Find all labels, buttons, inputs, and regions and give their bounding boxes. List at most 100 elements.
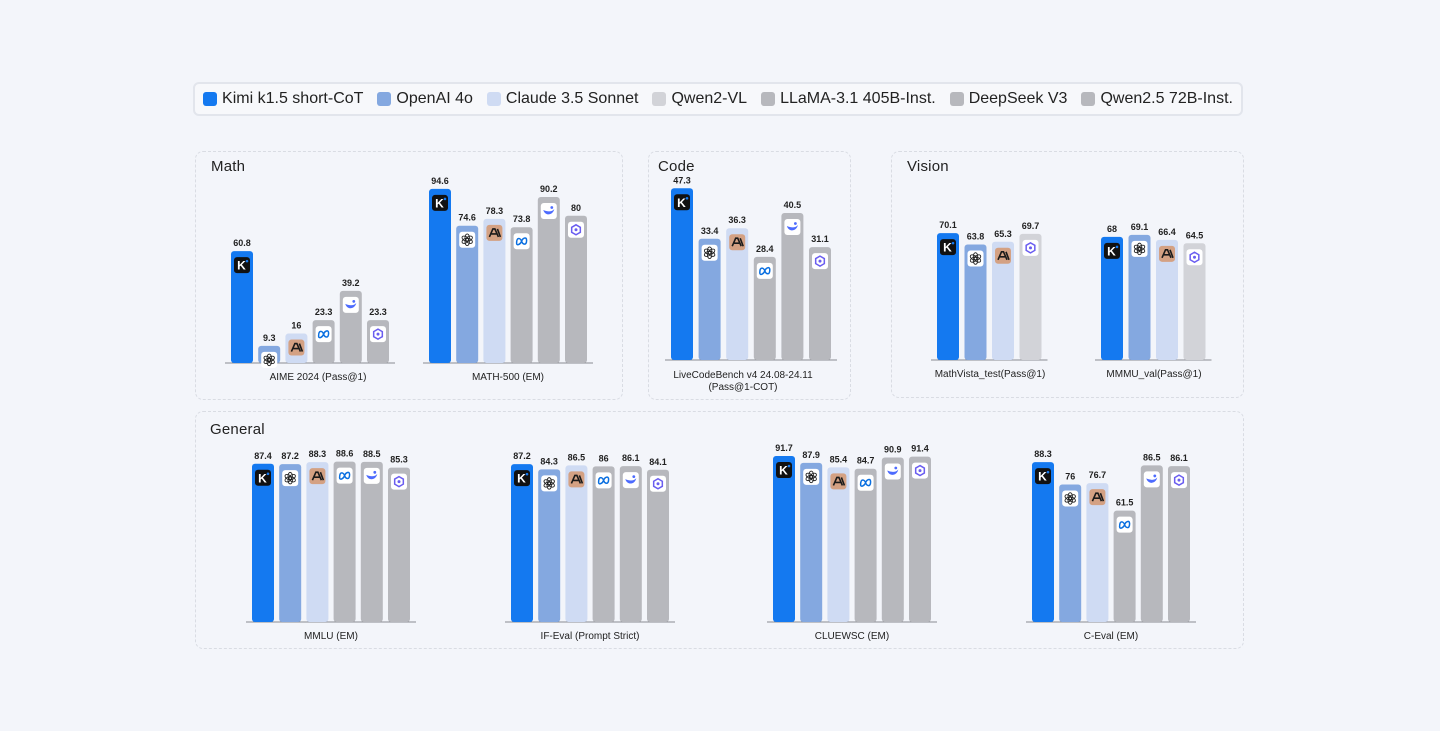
qwen-logo-icon [370, 326, 386, 343]
anthropic-logo-stroke [1099, 492, 1105, 502]
anthropic-logo-icon-tile [568, 471, 585, 488]
anthropic-logo-stroke [319, 471, 325, 481]
meta-logo-glyph [338, 471, 351, 480]
anthropic-logo-stroke [578, 475, 584, 484]
bar-value-label: 80 [571, 203, 581, 213]
bar [809, 247, 831, 360]
bar [781, 212, 804, 360]
openai-logo-icon [282, 470, 299, 487]
bar [252, 463, 274, 622]
anthropic-logo-stroke [298, 343, 304, 352]
kimi-logo-icon: K [1104, 242, 1120, 259]
legend-label-deepseek: DeepSeek V3 [968, 90, 1068, 107]
bar-value-label: 90.9 [884, 444, 902, 454]
bar [909, 456, 931, 622]
qwen-logo-hexagon [570, 223, 582, 236]
openai-logo-petal [1133, 244, 1142, 251]
deepseek-logo-icon-tile [540, 203, 557, 220]
chart-category-label-line2: (Pass@1-COT) [708, 382, 777, 393]
qwen-logo-hexagon [1189, 251, 1200, 264]
bar [827, 467, 850, 622]
bar-value-label: 86 [599, 453, 609, 463]
deepseek-logo-body [887, 469, 899, 475]
legend-label-openai: OpenAI 4o [396, 90, 473, 107]
meta-logo-icon [857, 474, 874, 491]
qwen-logo-icon [568, 221, 584, 238]
openai-logo-icon [967, 250, 984, 267]
qwen-logo-icon [912, 462, 928, 479]
math-panel-title: Math [211, 158, 246, 175]
qwen-logo-hexagon [914, 464, 926, 477]
openai-logo-icon [459, 231, 476, 248]
legend-item-llama: LLaMA-3.1 405B-Inst. [761, 90, 936, 108]
deepseek-logo-icon-tile [1143, 471, 1160, 488]
openai-logo-icon [261, 351, 278, 368]
bar [881, 457, 904, 622]
bar [1059, 484, 1082, 622]
anthropic-logo-icon [830, 473, 847, 490]
bar-value-label: 91.4 [911, 444, 929, 454]
bar [992, 241, 1014, 360]
meta-logo-icon [1116, 516, 1133, 533]
anthropic-logo-stroke [739, 237, 744, 247]
code-panel-title: Code [658, 158, 695, 175]
chart-category-label: AIME 2024 (Pass@1) [270, 372, 367, 383]
kimi-logo-glyph: K [1038, 470, 1047, 484]
anthropic-logo-glyph [488, 228, 500, 238]
legend-item-qwen25: Qwen2.5 72B-Inst. [1081, 90, 1233, 108]
qwen-logo-hexagon [393, 475, 405, 488]
chart-category-label: IF-Eval (Prompt Strict) [541, 631, 640, 642]
bar [698, 238, 721, 360]
meta-logo-glyph [859, 478, 872, 487]
bar-value-label: 88.3 [309, 449, 327, 459]
bar-value-label: 76.7 [1089, 470, 1107, 480]
kimi-logo-dot [787, 464, 791, 468]
kimi-logo-glyph: K [779, 464, 788, 478]
chart-category-label: MATH-500 (EM) [472, 372, 544, 383]
bar [456, 225, 479, 363]
anthropic-logo-glyph [290, 342, 302, 352]
kimi-logo-dot [951, 241, 955, 245]
bar [964, 244, 987, 360]
bar-value-label: 36.3 [728, 215, 746, 225]
bar [306, 462, 329, 622]
legend-label-kimi: Kimi k1.5 short-CoT [222, 90, 364, 107]
legend-swatch-claude [486, 92, 501, 106]
bar [753, 256, 776, 360]
qwen-logo-hexagon [1025, 241, 1036, 254]
bar [1019, 233, 1042, 360]
bar [279, 464, 302, 622]
qwen-logo-icon [1186, 249, 1203, 266]
legend-swatch-qwen2-vl [652, 92, 667, 106]
bar [647, 469, 669, 622]
bar-value-label: 39.2 [342, 278, 360, 288]
bar [565, 465, 588, 622]
chart-2: 47.3 K 33.4 36.3 28.4 40.5 31.1 LiveCodeBench v… [665, 175, 837, 393]
bar [1140, 465, 1163, 622]
bar [510, 227, 533, 363]
bar [388, 467, 410, 622]
kimi-logo-icon: K [255, 469, 271, 486]
bar [854, 468, 877, 622]
qwen-logo-hexagon [652, 477, 664, 490]
openai-logo-petal [969, 254, 978, 261]
bar-value-label: 94.6 [431, 176, 449, 186]
kimi-logo-icon: K [940, 239, 956, 256]
bar-value-label: 33.4 [701, 226, 719, 236]
anthropic-logo-icon-tile [830, 473, 847, 490]
bar [619, 466, 642, 622]
qwen-logo-icon [812, 253, 828, 270]
kimi-logo-icon: K [514, 470, 530, 487]
bar [592, 466, 615, 622]
bar-value-label: 70.1 [939, 220, 957, 230]
chart-category-label: MMLU (EM) [304, 631, 358, 642]
bar [1032, 462, 1054, 622]
anthropic-logo-stroke [1005, 251, 1010, 261]
kimi-logo-icon: K [674, 194, 690, 211]
bar-value-label: 23.3 [315, 307, 333, 317]
anthropic-logo-icon-tile [309, 468, 326, 485]
deepseek-logo-icon [342, 296, 359, 313]
anthropic-logo-icon-tile [995, 247, 1011, 264]
chart-3: 70.1 K 63.8 65.3 69.7 MathVista_test(Pass@1) [931, 220, 1048, 380]
openai-logo-petal [284, 473, 293, 481]
